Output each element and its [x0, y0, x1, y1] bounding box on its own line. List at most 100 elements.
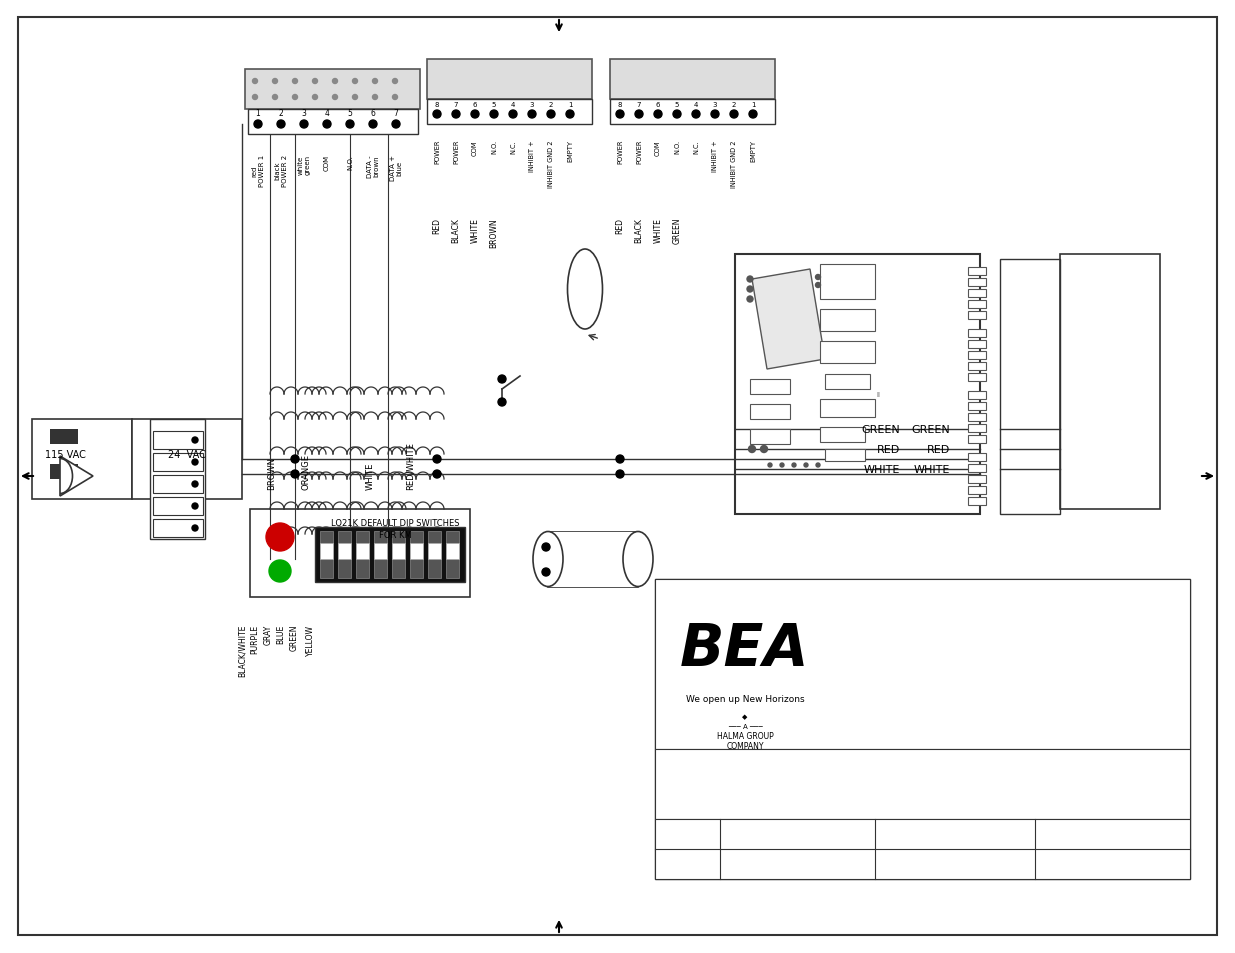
Bar — [320, 543, 333, 559]
Circle shape — [781, 463, 784, 468]
Bar — [153, 476, 203, 494]
Text: RED: RED — [877, 444, 900, 455]
Circle shape — [191, 481, 198, 488]
Circle shape — [291, 471, 299, 478]
Text: GRAY: GRAY — [263, 624, 273, 644]
Text: 8: 8 — [618, 102, 622, 108]
Text: 4: 4 — [694, 102, 698, 108]
Bar — [655, 579, 1191, 879]
Circle shape — [273, 79, 278, 85]
Bar — [968, 374, 986, 381]
Circle shape — [673, 111, 680, 119]
Bar — [968, 278, 986, 287]
Circle shape — [254, 121, 262, 129]
Bar — [1000, 260, 1060, 515]
Bar — [49, 430, 78, 444]
Polygon shape — [752, 270, 825, 370]
Bar — [968, 352, 986, 359]
Circle shape — [635, 111, 643, 119]
Circle shape — [191, 503, 198, 510]
Circle shape — [312, 79, 317, 85]
Text: INHIBIT GND 2: INHIBIT GND 2 — [731, 140, 737, 188]
Text: INHIBIT +: INHIBIT + — [529, 140, 535, 172]
Circle shape — [748, 111, 757, 119]
Bar — [820, 341, 876, 364]
Circle shape — [352, 95, 357, 100]
Circle shape — [711, 111, 719, 119]
Circle shape — [547, 111, 555, 119]
Bar — [320, 532, 333, 578]
Bar — [968, 392, 986, 399]
Text: GREEN: GREEN — [911, 424, 950, 435]
Text: POWER: POWER — [636, 140, 642, 164]
Bar — [968, 301, 986, 309]
Bar — [610, 60, 776, 100]
Circle shape — [369, 121, 377, 129]
Bar — [968, 464, 986, 473]
Bar — [249, 510, 471, 598]
Text: 6: 6 — [656, 102, 661, 108]
Text: PURPLE: PURPLE — [251, 624, 259, 654]
Bar — [655, 579, 1191, 749]
Bar — [338, 532, 351, 578]
Bar — [429, 532, 441, 578]
Circle shape — [542, 568, 550, 577]
Bar — [391, 543, 405, 559]
Text: BLACK: BLACK — [452, 218, 461, 243]
Circle shape — [269, 560, 291, 582]
Text: ─── A ───: ─── A ─── — [727, 723, 762, 729]
Circle shape — [393, 79, 398, 85]
Bar — [968, 476, 986, 483]
Text: 7: 7 — [637, 102, 641, 108]
Text: 3: 3 — [301, 110, 306, 118]
Text: HALMA GROUP: HALMA GROUP — [716, 732, 773, 740]
Circle shape — [266, 523, 294, 552]
Text: 6: 6 — [473, 102, 477, 108]
Bar — [446, 543, 459, 559]
Bar — [610, 100, 776, 125]
Text: BROWN: BROWN — [489, 218, 499, 248]
Text: 2: 2 — [279, 110, 283, 118]
Bar — [374, 532, 387, 578]
Text: white
green: white green — [298, 154, 310, 175]
Circle shape — [692, 111, 700, 119]
Circle shape — [747, 296, 753, 303]
Bar — [132, 419, 242, 499]
Bar — [1060, 254, 1160, 510]
Bar — [825, 450, 864, 461]
Circle shape — [509, 111, 517, 119]
Bar — [410, 532, 424, 578]
Text: POWER: POWER — [453, 140, 459, 164]
Text: GREEN: GREEN — [289, 624, 299, 651]
Bar — [968, 402, 986, 411]
Circle shape — [616, 111, 624, 119]
Bar — [968, 330, 986, 337]
Circle shape — [498, 375, 506, 384]
Bar — [968, 486, 986, 495]
Text: DATA -
brown: DATA - brown — [367, 154, 379, 177]
Polygon shape — [61, 456, 93, 497]
Text: 115 VAC: 115 VAC — [44, 450, 85, 459]
Text: 5: 5 — [492, 102, 496, 108]
Text: EMPTY: EMPTY — [567, 140, 573, 162]
Circle shape — [816, 463, 820, 468]
Circle shape — [730, 111, 739, 119]
Text: 24  VAC: 24 VAC — [168, 450, 206, 459]
Bar — [968, 312, 986, 319]
Circle shape — [252, 79, 258, 85]
Bar — [968, 268, 986, 275]
Circle shape — [498, 398, 506, 407]
Text: 1: 1 — [568, 102, 572, 108]
Circle shape — [352, 79, 357, 85]
Bar — [153, 454, 203, 472]
Circle shape — [312, 95, 317, 100]
Bar — [153, 432, 203, 450]
Bar — [750, 405, 790, 419]
Text: POWER: POWER — [618, 140, 622, 164]
Circle shape — [391, 121, 400, 129]
Circle shape — [291, 456, 299, 463]
Text: N.O.: N.O. — [347, 154, 353, 170]
Circle shape — [471, 111, 479, 119]
Text: DATA +
blue: DATA + blue — [389, 154, 403, 181]
Circle shape — [191, 437, 198, 443]
